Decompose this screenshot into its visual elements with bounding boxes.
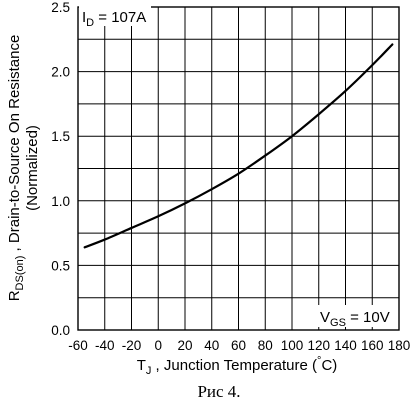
x-tick-label: 180 xyxy=(388,338,411,353)
y-tick-label: 0.0 xyxy=(51,323,70,338)
x-tick-label: 40 xyxy=(204,338,219,353)
x-tick-labels: -60 -40 -20 0 20 40 60 80 100 120 140 160 180 xyxy=(68,338,410,353)
y-tick-label: 0.5 xyxy=(51,258,70,273)
x-tick-label: 100 xyxy=(281,338,304,353)
x-tick-label: 160 xyxy=(361,338,384,353)
y-tick-label: 2.5 xyxy=(51,0,70,15)
y-tick-labels: 0.0 0.5 1.0 1.5 2.0 2.5 xyxy=(51,0,70,338)
x-tick-label: 60 xyxy=(231,338,246,353)
x-tick-label: -20 xyxy=(122,338,142,353)
series-line xyxy=(83,43,394,249)
svg-text:RDS(on) , Drain-to-Source On R: RDS(on) , Drain-to-Source On Resistance xyxy=(6,35,26,302)
x-tick-label: 140 xyxy=(334,338,357,353)
x-tick-label: 20 xyxy=(177,338,192,353)
x-tick-label: -60 xyxy=(68,338,88,353)
y-tick-label: 1.0 xyxy=(51,194,70,209)
y-axis-label: RDS(on) , Drain-to-Source On Resistance … xyxy=(6,35,41,302)
id-annotation-box xyxy=(79,6,151,26)
x-tick-label: 120 xyxy=(307,338,330,353)
grid-lines xyxy=(77,6,400,331)
y-tick-label: 2.0 xyxy=(51,65,70,80)
x-tick-label: -40 xyxy=(95,338,115,353)
plot-frame xyxy=(77,6,400,331)
figure-caption: Рис 4. xyxy=(197,382,240,401)
x-tick-label: 80 xyxy=(258,338,273,353)
vgs-annotation: VGS = 10V xyxy=(320,309,390,329)
vgs-annotation-box xyxy=(318,305,398,327)
y-tick-label: 1.5 xyxy=(51,129,70,144)
x-tick-label: 0 xyxy=(154,338,162,353)
x-axis-label: TJ , Junction Temperature (°C) xyxy=(137,355,338,377)
id-annotation: ID = 107A xyxy=(82,9,146,29)
svg-text:(Normalized): (Normalized) xyxy=(24,125,41,211)
